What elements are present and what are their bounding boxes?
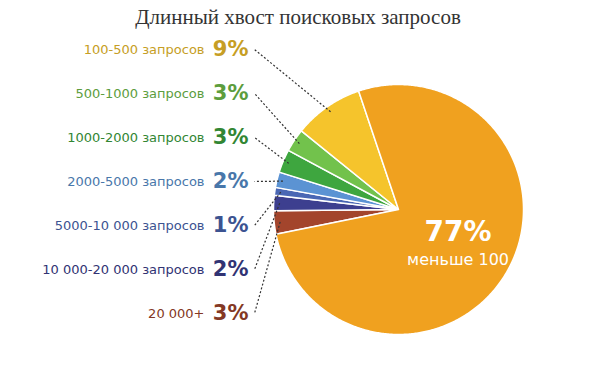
- svg-text:1000-2000 запросов: 1000-2000 запросов: [67, 130, 204, 145]
- svg-text:2%: 2%: [213, 169, 249, 193]
- svg-text:1%: 1%: [213, 213, 249, 237]
- svg-text:10 000-20 000 запросов: 10 000-20 000 запросов: [42, 262, 204, 277]
- svg-text:2000-5000 запросов: 2000-5000 запросов: [67, 174, 204, 189]
- svg-text:2%: 2%: [213, 257, 249, 281]
- svg-text:5000-10 000 запросов: 5000-10 000 запросов: [55, 218, 205, 233]
- html-text:Длинный хвост поисковых запрос: Длинный хвост поисковых запросов: [135, 5, 461, 29]
- svg-text:3%: 3%: [213, 301, 249, 325]
- svg-text:500-1000 запросов: 500-1000 запросов: [75, 86, 204, 101]
- svg-text:100-500 запросов: 100-500 запросов: [84, 42, 205, 57]
- svg-text:меньше 100: меньше 100: [407, 250, 509, 269]
- svg-text:20 000+: 20 000+: [148, 306, 204, 321]
- svg-text:77%: 77%: [425, 215, 492, 248]
- svg-text:9%: 9%: [213, 37, 249, 61]
- svg-text:3%: 3%: [213, 81, 249, 105]
- svg-text:3%: 3%: [213, 125, 249, 149]
